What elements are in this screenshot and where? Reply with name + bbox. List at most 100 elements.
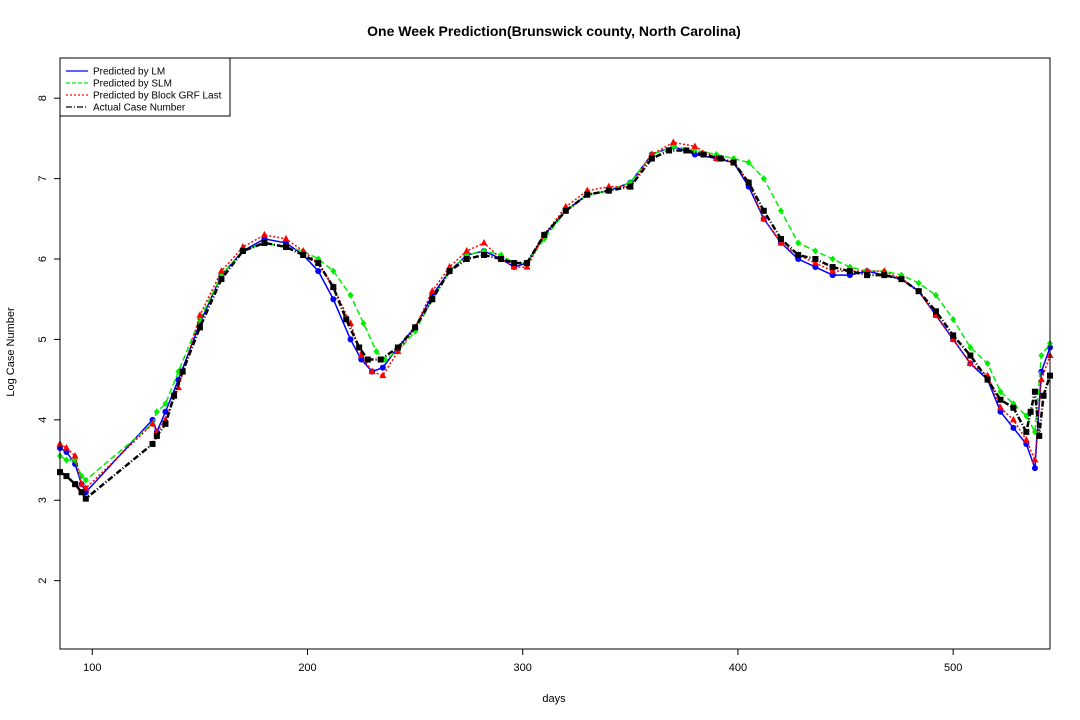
- data-point: [1031, 456, 1039, 463]
- data-point: [523, 263, 531, 270]
- data-point: [1009, 415, 1017, 423]
- x-tick-label: 400: [729, 662, 747, 674]
- data-point: [82, 476, 89, 484]
- data-point: [811, 259, 819, 266]
- data-point: [63, 473, 70, 480]
- data-point: [1031, 388, 1038, 395]
- data-point: [898, 276, 905, 283]
- y-axis-label: Log Case Number: [5, 307, 17, 397]
- data-point: [700, 151, 707, 158]
- plot-frame: [59, 57, 1051, 650]
- data-point: [1022, 435, 1030, 443]
- data-point: [915, 279, 922, 287]
- data-point: [605, 187, 612, 194]
- data-point: [932, 291, 939, 299]
- legend-label: Actual Case Number: [93, 103, 186, 114]
- data-point: [949, 335, 957, 342]
- x-tick-label: 100: [83, 662, 101, 674]
- data-point: [379, 364, 386, 371]
- data-point: [63, 456, 70, 464]
- data-point: [932, 311, 940, 318]
- data-point: [82, 484, 90, 491]
- series-predicted-by-lm: [57, 143, 1053, 496]
- y-tick-label: 4: [37, 417, 49, 423]
- data-point: [239, 247, 246, 254]
- data-point: [347, 336, 354, 343]
- data-point: [683, 147, 690, 154]
- data-point: [511, 260, 518, 267]
- series-line-actual-case-number: [59, 149, 1052, 501]
- data-point: [360, 319, 367, 327]
- data-point: [71, 452, 79, 459]
- data-point: [463, 246, 471, 254]
- data-point: [315, 260, 322, 267]
- data-point: [691, 151, 698, 158]
- data-point: [260, 230, 268, 238]
- data-point: [330, 296, 337, 303]
- data-point: [498, 256, 505, 263]
- y-tick-label: 6: [37, 256, 49, 262]
- data-point: [583, 186, 591, 194]
- data-point: [984, 360, 991, 368]
- data-point: [584, 191, 591, 198]
- data-point: [627, 183, 634, 190]
- chart-title: One Week Prediction(Brunswick county, No…: [367, 23, 741, 39]
- data-point: [78, 489, 85, 496]
- y-tick-label: 7: [37, 176, 49, 182]
- data-point: [480, 252, 487, 258]
- data-point: [72, 481, 79, 488]
- data-point: [429, 296, 436, 303]
- data-point: [997, 396, 1004, 403]
- data-point: [162, 420, 169, 427]
- plot-area: [56, 138, 1054, 502]
- data-point: [1037, 375, 1045, 383]
- data-point: [368, 367, 376, 375]
- data-point: [179, 368, 186, 375]
- data-point: [343, 316, 350, 323]
- data-point: [669, 138, 677, 145]
- data-point: [149, 440, 156, 447]
- data-point: [330, 284, 337, 291]
- data-point: [1010, 424, 1017, 431]
- data-point: [812, 256, 819, 263]
- x-tick-label: 300: [514, 662, 532, 674]
- data-point: [153, 432, 160, 439]
- data-point: [795, 252, 802, 258]
- legend-label: Predicted by Block GRF Last: [93, 91, 222, 102]
- data-point: [997, 408, 1004, 415]
- data-point: [1010, 404, 1017, 411]
- data-point: [239, 242, 247, 250]
- data-point: [377, 356, 384, 363]
- data-point: [760, 214, 768, 222]
- legend-label: Predicted by LM: [93, 67, 165, 78]
- data-point: [162, 400, 169, 408]
- data-point: [966, 359, 974, 367]
- series-actual-case-number: [57, 147, 1053, 502]
- data-point: [358, 356, 365, 363]
- data-point: [864, 272, 871, 279]
- data-point: [846, 268, 853, 275]
- data-point: [691, 142, 699, 149]
- data-point: [315, 268, 322, 275]
- data-point: [950, 315, 957, 323]
- data-point: [330, 267, 337, 275]
- y-tick-label: 5: [37, 336, 49, 342]
- data-point: [717, 155, 724, 162]
- data-point: [1036, 432, 1043, 439]
- data-point: [78, 480, 86, 487]
- data-point: [446, 263, 454, 270]
- data-point: [1031, 465, 1038, 472]
- data-point: [777, 235, 784, 242]
- data-point: [967, 343, 974, 351]
- data-point: [217, 267, 225, 274]
- data-point: [218, 276, 225, 283]
- data-point: [196, 324, 203, 331]
- y-tick-label: 8: [37, 95, 49, 101]
- y-axis: 2 3 4 5 6 7 8: [37, 95, 60, 584]
- data-point: [153, 408, 160, 416]
- data-point: [880, 267, 888, 274]
- data-point: [347, 291, 354, 299]
- legend-box: [59, 57, 231, 117]
- data-point: [463, 256, 470, 263]
